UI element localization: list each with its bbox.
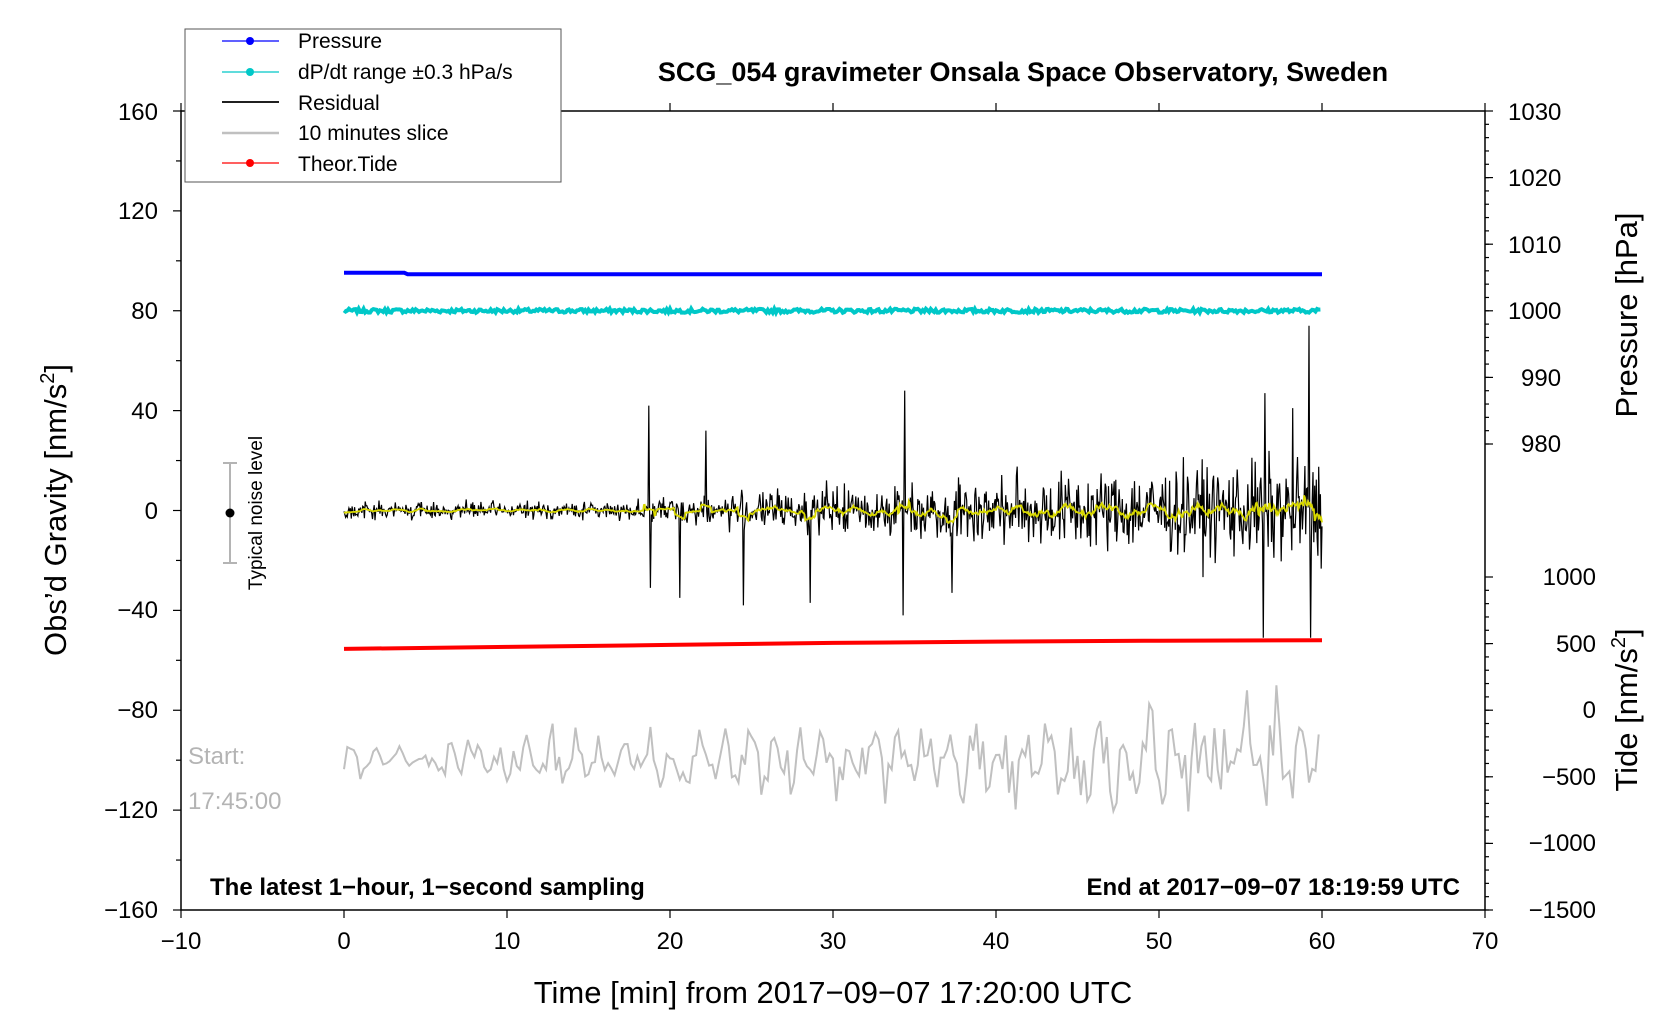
typical-noise-indicator: Typical noise level [223, 436, 267, 590]
legend: Pressure dP/dt range ±0.3 hPa/s Residual… [184, 28, 562, 183]
y-tick-label: 40 [131, 398, 158, 425]
legend-label: Residual [298, 92, 380, 115]
x-tick-label: 40 [983, 928, 1010, 955]
tide-tick-label: −500 [1542, 764, 1596, 791]
legend-box [184, 28, 562, 183]
legend-item-residual: Residual [222, 92, 380, 115]
x-tick-label: −10 [161, 928, 202, 955]
series-layer [342, 270, 1323, 815]
y-tick-label: 120 [118, 198, 158, 225]
sampling-annotation: The latest 1−hour, 1−second sampling [210, 874, 645, 901]
tide-tick-label: 500 [1556, 631, 1596, 658]
x-tick-label: 70 [1472, 928, 1499, 955]
x-axis-label: Time [min] from 2017−09−07 17:20:00 UTC [534, 975, 1133, 1010]
x-tick-label: 20 [657, 928, 684, 955]
legend-label: Theor.Tide [298, 153, 398, 176]
x-tick-label: 30 [820, 928, 847, 955]
pressure-tick-label: 1000 [1508, 298, 1561, 325]
legend-label: 10 minutes slice [298, 122, 449, 145]
legend-item-dpdt: dP/dt range ±0.3 hPa/s [222, 61, 513, 84]
x-tick-label: 10 [494, 928, 521, 955]
x-tick-label: 0 [337, 928, 350, 955]
start-time: 17:45:00 [188, 788, 281, 815]
tide-tick-label: −1000 [1529, 830, 1596, 857]
y-tick-label: −120 [104, 797, 158, 824]
pressure-axis-label: Pressure [hPa] [1609, 212, 1644, 417]
legend-item-pressure: Pressure [222, 30, 382, 53]
y-axis-label-left: Obs’d Gravity [nm/s2] [37, 364, 73, 656]
y-tick-label: 160 [118, 99, 158, 126]
pressure-tick-label: 1030 [1508, 99, 1561, 126]
noise-dot [225, 508, 235, 518]
pressure-tick-labels: 980 990 1000 1010 1020 1030 [1508, 99, 1561, 458]
pressure-tick-label: 1020 [1508, 165, 1561, 192]
residual-smoothed-line [343, 495, 1323, 525]
theoretical-tide-line [343, 638, 1323, 651]
legend-label: dP/dt range ±0.3 hPa/s [298, 61, 513, 84]
end-time-annotation: End at 2017−09−07 18:19:59 UTC [1086, 874, 1460, 901]
y-tick-label: −40 [117, 597, 158, 624]
tide-tick-label: −1500 [1529, 897, 1596, 924]
tide-tick-label: 0 [1583, 697, 1596, 724]
y-tick-label: −80 [117, 697, 158, 724]
noise-label: Typical noise level [246, 436, 267, 590]
start-label: Start: [188, 743, 245, 770]
x-tick-label: 60 [1309, 928, 1336, 955]
y-tick-label: 80 [131, 298, 158, 325]
y-tick-labels-left: −160 −120 −80 −40 0 40 80 120 160 [104, 99, 158, 924]
legend-item-tide: Theor.Tide [222, 153, 398, 176]
y-tick-label: −160 [104, 897, 158, 924]
legend-item-slice: 10 minutes slice [222, 122, 449, 145]
tide-tick-labels: −1500 −1000 −500 0 500 1000 [1529, 564, 1596, 924]
legend-swatch-dot [246, 68, 254, 76]
tide-axis-label: Tide [nm/s2] [1608, 628, 1644, 791]
ticks-layer [173, 103, 1493, 918]
x-tick-label: 50 [1146, 928, 1173, 955]
chart-title: SCG_054 gravimeter Onsala Space Observat… [658, 57, 1388, 87]
ten-minute-slice-line [343, 685, 1320, 815]
dpdt-range-line [342, 303, 1321, 318]
pressure-tick-label: 990 [1521, 365, 1561, 392]
legend-label: Pressure [298, 30, 382, 53]
legend-swatch-dot [246, 37, 254, 45]
x-tick-labels: −10 0 10 20 30 40 50 60 70 [161, 928, 1499, 955]
legend-swatch-dot [246, 159, 254, 167]
pressure-tick-label: 980 [1521, 431, 1561, 458]
pressure-tick-label: 1010 [1508, 232, 1561, 259]
y-tick-label: 0 [145, 498, 158, 525]
pressure-line [344, 270, 1322, 277]
residual-line [343, 325, 1323, 638]
tide-tick-label: 1000 [1543, 564, 1596, 591]
